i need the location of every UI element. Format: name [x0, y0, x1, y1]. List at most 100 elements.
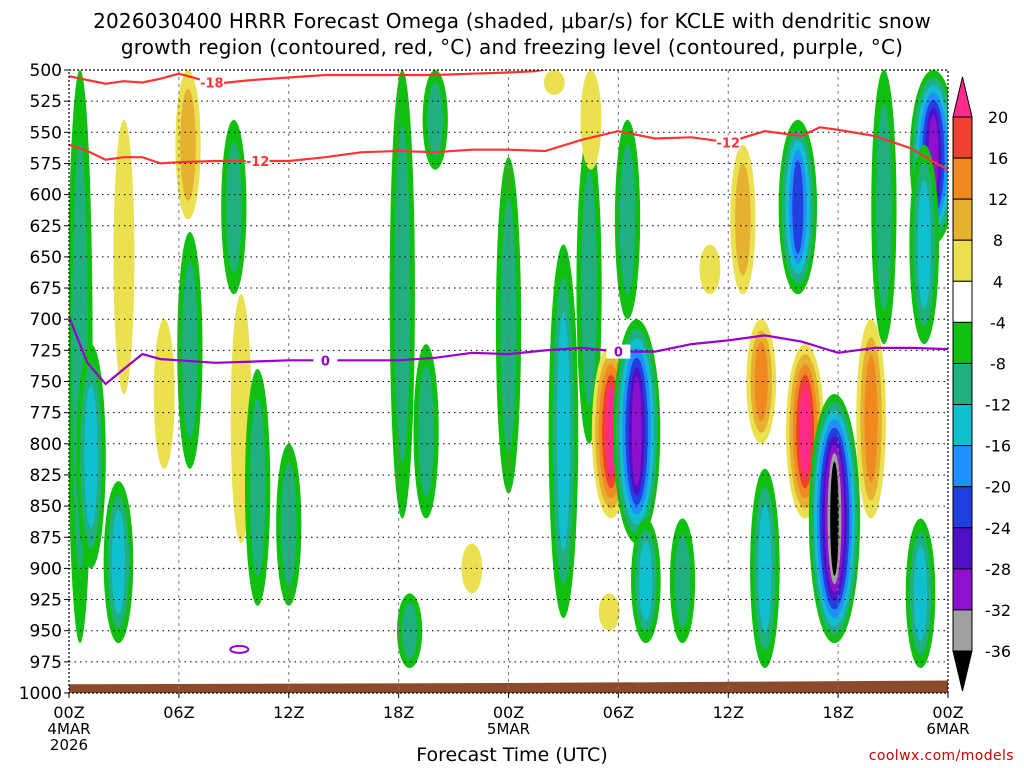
colorbar-box-10 — [952, 527, 973, 570]
dgz-contour-upper — [69, 70, 548, 85]
y-tick-label-725: 725 — [30, 341, 62, 361]
y-tick-label-775: 775 — [30, 404, 62, 424]
omega-cell-4-level-1 — [180, 88, 196, 201]
x-tick-label-30: 06Z — [603, 703, 634, 722]
omega-cell-13-level-1 — [401, 602, 418, 659]
omega-cell-8-level-1 — [226, 141, 242, 273]
omega-cell-3-level-0 — [113, 119, 135, 394]
y-tick-label-625: 625 — [30, 217, 62, 237]
colorbar-label-6: -8 — [990, 354, 1006, 373]
omega-cell-2-level-2 — [111, 510, 126, 614]
omega-cell-32-level-1 — [876, 104, 892, 310]
omega-cell-30-level-8 — [830, 461, 839, 576]
x-date-label-48: 6MAR — [926, 720, 969, 738]
dgz-upper-label-bg — [199, 75, 224, 90]
colorbar-box-2 — [952, 198, 973, 241]
y-tick-label-825: 825 — [30, 466, 62, 486]
y-tick-label-850: 850 — [30, 497, 62, 517]
x-tick-label-0: 00Z — [53, 703, 84, 722]
omega-cell-12-level-1 — [418, 365, 434, 497]
dgz-lower-label-2: -12 — [717, 136, 741, 151]
omega-cell-5-level-1 — [182, 261, 198, 440]
colorbar-label-11: -28 — [985, 560, 1011, 579]
omega-cell-37-level-0 — [580, 70, 602, 170]
dgz-contour-lower — [69, 126, 948, 171]
x-tick-label-24: 00Z — [493, 703, 524, 722]
omega-cell-22-level-1 — [619, 144, 636, 295]
colorbar-box-3 — [952, 239, 973, 282]
dgz-lower-label: -12 — [246, 155, 270, 170]
y-tick-label-525: 525 — [30, 92, 62, 112]
y-tick-label-900: 900 — [30, 559, 62, 579]
x-tick-label-6: 06Z — [163, 703, 194, 722]
colorbar: 20 16 12 8 4 -4 -8 -12 -16 -20 -24 -28 -32 -36 — [952, 76, 1011, 692]
y-tick-label-1000: 1000 — [19, 684, 62, 704]
colorbar-label-13: -36 — [985, 642, 1011, 661]
x-date-label-0: 4MAR — [47, 720, 90, 738]
source-credit[interactable]: coolwx.com/models — [868, 748, 1014, 764]
x-year-label-0: 2026 — [50, 736, 88, 754]
colorbar-bottom-triangle — [952, 650, 973, 692]
dgz-upper-label: -18 — [200, 77, 224, 92]
omega-cell-9-level-1 — [249, 398, 266, 577]
colorbar-label-0: 20 — [988, 108, 1008, 127]
y-tick-label-800: 800 — [30, 435, 62, 455]
omega-cell-10-level-1 — [280, 464, 297, 586]
freezing-level-label-2: 0 — [614, 346, 623, 361]
x-tick-label-42: 18Z — [822, 703, 853, 722]
y-tick-label-875: 875 — [30, 528, 62, 548]
colorbar-box-4 — [952, 280, 973, 323]
x-tick-label-18: 18Z — [383, 703, 414, 722]
y-tick-label-600: 600 — [30, 186, 62, 206]
y-axis: 500 525 550 575 600 625 650 675 700 725 750 775 800 8… — [19, 61, 69, 704]
chart-title: 2026030400 HRRR Forecast Omega (shaded, … — [0, 8, 1024, 60]
y-tick-label-700: 700 — [30, 310, 62, 330]
omega-cell-17-level-2 — [556, 311, 571, 551]
colorbar-box-9 — [952, 486, 973, 529]
colorbar-box-1 — [952, 157, 973, 200]
freezing-level-contour — [69, 316, 948, 386]
x-tick-label-12: 12Z — [273, 703, 304, 722]
y-tick-label-675: 675 — [30, 279, 62, 299]
colorbar-box-6 — [952, 362, 973, 406]
x-tick-label-48: 00Z — [932, 703, 963, 722]
y-tick-label-950: 950 — [30, 622, 62, 642]
omega-cell-21-level-2 — [639, 541, 653, 621]
colorbar-label-3: 8 — [993, 231, 1003, 250]
omega-cell-6-level-0 — [153, 319, 175, 469]
colorbar-box-5 — [952, 321, 973, 364]
y-tick-label-500: 500 — [30, 61, 62, 81]
colorbar-label-10: -24 — [985, 519, 1011, 538]
omega-cell-27-level-2 — [758, 504, 772, 633]
omega-cell-1-level-2 — [84, 384, 98, 528]
omega-cell-29-level-4 — [799, 384, 811, 479]
colorbar-label-4: 4 — [993, 272, 1003, 291]
colorbar-label-2: 12 — [988, 190, 1008, 209]
freezing-level-label: 0 — [321, 354, 330, 369]
freezing-level-label-2-bg — [606, 344, 631, 359]
title-line-1: 2026030400 HRRR Forecast Omega (shaded, … — [93, 9, 931, 33]
y-tick-label-550: 550 — [30, 123, 62, 143]
dgz-lower-label-bg — [245, 153, 270, 168]
colorbar-label-12: -32 — [985, 601, 1011, 620]
colorbar-box-12 — [952, 609, 973, 652]
omega-cell-33-level-2 — [913, 545, 928, 642]
y-tick-label-650: 650 — [30, 248, 62, 268]
omega-cell-26-level-2 — [754, 341, 768, 422]
colorbar-box-8 — [952, 445, 973, 488]
omega-cell-15-level-1 — [427, 82, 444, 158]
colorbar-label-1: 16 — [988, 149, 1008, 168]
colorbar-box-0 — [952, 116, 973, 159]
dgz-lower-label-2-bg — [716, 135, 741, 150]
omega-cell-36-level-0 — [543, 70, 565, 95]
y-tick-label-925: 925 — [30, 591, 62, 611]
colorbar-box-11 — [952, 568, 973, 611]
omega-cell-18-level-1 — [581, 171, 597, 405]
omega-cell-11-level-1 — [394, 126, 411, 463]
omega-cell-31-level-2 — [864, 355, 878, 483]
colorbar-box-7 — [952, 404, 973, 447]
plot-area: -18 -12 -12 0 0 — [69, 70, 948, 693]
x-date-label-24: 5MAR — [487, 720, 530, 738]
